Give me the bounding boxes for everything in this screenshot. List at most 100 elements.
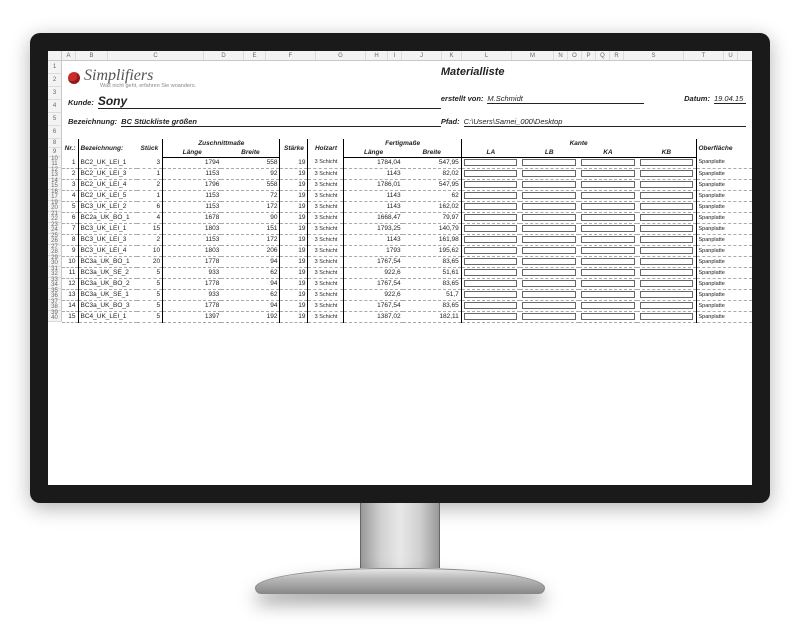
cell-bez[interactable]: BC4_UK_LEI_1	[78, 311, 137, 322]
cell-kante-ka[interactable]	[579, 256, 638, 267]
cell-zl[interactable]: 1803	[163, 245, 222, 256]
cell-kante-la[interactable]	[461, 267, 520, 278]
column-header-R[interactable]: R	[610, 51, 624, 60]
col-staerke[interactable]: Stärke	[280, 139, 308, 157]
column-header-U[interactable]: U	[724, 51, 738, 60]
cell-holzart[interactable]: 3 Schicht	[308, 234, 344, 245]
cell-kante-kb[interactable]	[637, 300, 696, 311]
cell-nr[interactable]: 7	[62, 223, 78, 234]
cell-oberflaeche[interactable]: Spanplatte	[696, 201, 752, 212]
cell-kante-kb[interactable]	[637, 311, 696, 322]
cell-oberflaeche[interactable]: Spanplatte	[696, 267, 752, 278]
table-row[interactable]: 2BC2_UK_LEI_31115392193 Schicht114382,02…	[62, 168, 752, 179]
cell-kante-la[interactable]	[461, 245, 520, 256]
cell-stueck[interactable]: 4	[137, 212, 163, 223]
table-row[interactable]: 7BC3_UK_LEI_1151803151193 Schicht1793,25…	[62, 223, 752, 234]
cell-kante-ka[interactable]	[579, 168, 638, 179]
cell-fb[interactable]: 82,02	[403, 168, 462, 179]
cell-stueck[interactable]: 1	[137, 190, 163, 201]
cell-nr[interactable]: 9	[62, 245, 78, 256]
cell-kante-lb[interactable]	[520, 256, 579, 267]
cell-bez[interactable]: BC3a_UK_BO_3	[78, 300, 137, 311]
cell-kante-kb[interactable]	[637, 190, 696, 201]
cell-kante-la[interactable]	[461, 168, 520, 179]
cell-kante-lb[interactable]	[520, 289, 579, 300]
cell-zb[interactable]: 94	[221, 300, 280, 311]
cell-fb[interactable]: 51,61	[403, 267, 462, 278]
cell-staerke[interactable]: 19	[280, 289, 308, 300]
col-zl[interactable]: Länge	[163, 148, 222, 157]
cell-fl[interactable]: 1767,54	[344, 256, 403, 267]
datum-value[interactable]: 19.04.15	[714, 94, 746, 104]
cell-zb[interactable]: 151	[221, 223, 280, 234]
table-row[interactable]: 11BC3a_UK_SE_2593362193 Schicht922,651,6…	[62, 267, 752, 278]
cell-kante-kb[interactable]	[637, 179, 696, 190]
col-zb[interactable]: Breite	[221, 148, 280, 157]
cell-oberflaeche[interactable]: Spanplatte	[696, 168, 752, 179]
cell-staerke[interactable]: 19	[280, 168, 308, 179]
cell-holzart[interactable]: 3 Schicht	[308, 289, 344, 300]
cell-zl[interactable]: 1778	[163, 278, 222, 289]
cell-nr[interactable]: 14	[62, 300, 78, 311]
cell-kante-la[interactable]	[461, 223, 520, 234]
cell-kante-la[interactable]	[461, 311, 520, 322]
column-header-D[interactable]: D	[204, 51, 244, 60]
cell-zl[interactable]: 1678	[163, 212, 222, 223]
cell-holzart[interactable]: 3 Schicht	[308, 223, 344, 234]
cell-staerke[interactable]: 19	[280, 212, 308, 223]
table-row[interactable]: 9BC3_UK_LEI_4101803206193 Schicht1793195…	[62, 245, 752, 256]
row-header-6[interactable]: 6	[48, 126, 62, 139]
cell-kante-lb[interactable]	[520, 157, 579, 168]
cell-bez[interactable]: BC2_UK_LEI_5	[78, 190, 137, 201]
cell-fl[interactable]: 922,6	[344, 289, 403, 300]
cell-stueck[interactable]: 2	[137, 234, 163, 245]
cell-holzart[interactable]: 3 Schicht	[308, 179, 344, 190]
cell-stueck[interactable]: 15	[137, 223, 163, 234]
cell-kante-ka[interactable]	[579, 300, 638, 311]
cell-staerke[interactable]: 19	[280, 201, 308, 212]
cell-oberflaeche[interactable]: Spanplatte	[696, 190, 752, 201]
cell-nr[interactable]: 13	[62, 289, 78, 300]
cell-zb[interactable]: 90	[221, 212, 280, 223]
cell-bez[interactable]: BC3a_UK_SE_2	[78, 267, 137, 278]
cell-stueck[interactable]: 5	[137, 289, 163, 300]
cell-zb[interactable]: 172	[221, 234, 280, 245]
cell-fb[interactable]: 79,97	[403, 212, 462, 223]
row-header-39[interactable]: 3940	[48, 311, 62, 322]
col-kante-ka[interactable]: KA	[579, 148, 638, 157]
cell-oberflaeche[interactable]: Spanplatte	[696, 234, 752, 245]
column-header-H[interactable]: H	[366, 51, 388, 60]
column-header-A[interactable]: A	[62, 51, 76, 60]
cell-zl[interactable]: 1778	[163, 300, 222, 311]
col-stueck[interactable]: Stück	[137, 139, 163, 157]
cell-fl[interactable]: 1793	[344, 245, 403, 256]
cell-zl[interactable]: 1153	[163, 234, 222, 245]
cell-bez[interactable]: BC3_UK_LEI_4	[78, 245, 137, 256]
cell-nr[interactable]: 6	[62, 212, 78, 223]
column-header-K[interactable]: K	[442, 51, 462, 60]
cell-zl[interactable]: 1796	[163, 179, 222, 190]
cell-kante-lb[interactable]	[520, 190, 579, 201]
cell-zb[interactable]: 72	[221, 190, 280, 201]
cell-nr[interactable]: 10	[62, 256, 78, 267]
cell-kante-lb[interactable]	[520, 201, 579, 212]
cell-oberflaeche[interactable]: Spanplatte	[696, 300, 752, 311]
row-header-3[interactable]: 3	[48, 87, 62, 100]
cell-kante-ka[interactable]	[579, 201, 638, 212]
column-header-E[interactable]: E	[244, 51, 266, 60]
column-header-Q[interactable]: Q	[596, 51, 610, 60]
cell-staerke[interactable]: 19	[280, 190, 308, 201]
cell-zb[interactable]: 558	[221, 179, 280, 190]
table-row[interactable]: 12BC3a_UK_BO_25177894193 Schicht1767,548…	[62, 278, 752, 289]
cell-staerke[interactable]: 19	[280, 157, 308, 168]
cell-stueck[interactable]: 10	[137, 245, 163, 256]
cell-fb[interactable]: 83,65	[403, 278, 462, 289]
cell-oberflaeche[interactable]: Spanplatte	[696, 256, 752, 267]
colgrp-kante[interactable]: Kante	[461, 139, 696, 148]
cell-kante-la[interactable]	[461, 234, 520, 245]
column-header-J[interactable]: J	[402, 51, 442, 60]
cell-holzart[interactable]: 3 Schicht	[308, 212, 344, 223]
cell-kante-ka[interactable]	[579, 157, 638, 168]
cell-holzart[interactable]: 3 Schicht	[308, 267, 344, 278]
cell-staerke[interactable]: 19	[280, 245, 308, 256]
